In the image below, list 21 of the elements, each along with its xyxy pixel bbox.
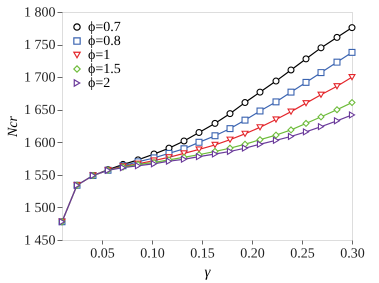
y-tick-label: 1 550 (24, 168, 56, 184)
x-tick-label: 0.15 (190, 246, 215, 262)
x-tick-label: 0.25 (290, 246, 315, 262)
y-tick-label: 1 650 (24, 103, 56, 118)
legend-label: ϕ=0.8 (88, 34, 121, 49)
y-tick-label: 1 500 (24, 200, 56, 216)
legend-label: ϕ=2 (88, 76, 110, 91)
x-tick-label: 0.20 (240, 246, 265, 262)
y-tick-label: 1 600 (24, 136, 56, 151)
legend-label: ϕ=0.7 (88, 20, 121, 35)
y-tick-label: 1 800 (24, 6, 56, 20)
y-tick-label: 1 700 (24, 70, 56, 86)
x-tick-label: 0.10 (140, 246, 165, 262)
legend-label: ϕ=1 (88, 48, 110, 63)
x-tick-label: 0.05 (90, 246, 115, 262)
y-tick-label: 1 450 (24, 234, 56, 248)
y-tick-label: 1 750 (24, 38, 56, 54)
x-axis-title: γ (204, 264, 212, 280)
legend-label: ϕ=1.5 (88, 62, 121, 77)
x-tick-label: 0.30 (340, 246, 365, 262)
y-axis-title: Ncr (6, 115, 21, 138)
